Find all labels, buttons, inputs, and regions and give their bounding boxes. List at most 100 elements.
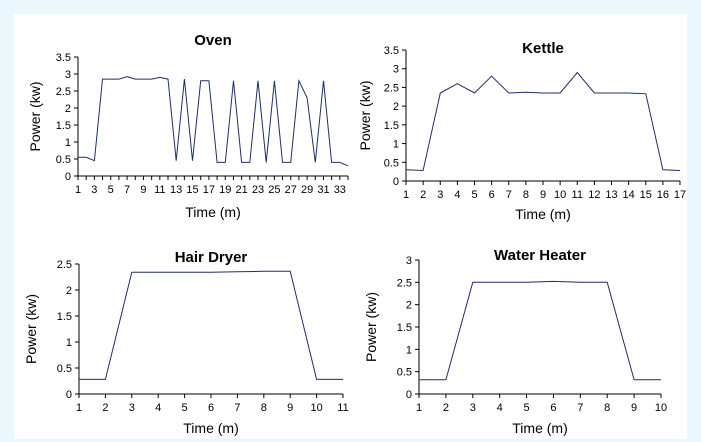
oven-x-tick-label: 1 bbox=[75, 184, 81, 196]
water-heater-series-line bbox=[419, 280, 661, 381]
kettle-chart: 00.511.522.533.51 2 3 4 5 6 7 8 9 10 11 12 13 14 15 16 1… bbox=[357, 40, 686, 222]
kettle-y-tick-label: 3.5 bbox=[384, 45, 399, 57]
hair-dryer-series-line bbox=[79, 270, 343, 380]
chart-canvas: 00.511.522.533.51 3 5 7 9 11 13 15 17 19 21 23 25 27 2… bbox=[23, 32, 686, 436]
hair-dryer-y-tick-label: 0 bbox=[66, 389, 72, 401]
hair-dryer-x-tick-label: 11 bbox=[337, 402, 348, 414]
hair-dryer-x-tick-label: 5 bbox=[182, 402, 188, 414]
kettle-y-axis-label: Power (kw) bbox=[357, 80, 373, 150]
oven-y-tick-label: 1 bbox=[65, 137, 71, 149]
kettle-x-tick-label: 7 bbox=[506, 189, 512, 201]
kettle-y-tick-label: 0.5 bbox=[384, 157, 399, 169]
kettle-y-tick-label: 3 bbox=[393, 64, 399, 76]
kettle-y-tick-label: 2 bbox=[393, 101, 399, 113]
kettle-x-tick-label: 2 bbox=[420, 189, 426, 201]
hair-dryer-x-tick-label: 9 bbox=[287, 402, 293, 414]
kettle-x-tick-label: 4 bbox=[454, 189, 460, 201]
hair-dryer-x-tick-label: 6 bbox=[208, 402, 214, 414]
water-heater-y-tick-label: 2.5 bbox=[397, 277, 412, 289]
kettle-x-tick-label: 8 bbox=[523, 189, 529, 201]
oven-x-tick-label: 17 bbox=[203, 184, 215, 196]
oven-y-tick-label: 0.5 bbox=[56, 154, 71, 166]
hair-dryer-y-tick-label: 2.5 bbox=[57, 259, 72, 271]
oven-x-tick-label: 33 bbox=[334, 184, 346, 196]
oven-x-tick-label: 11 bbox=[154, 184, 165, 196]
oven-y-tick-label: 3.5 bbox=[56, 52, 71, 64]
water-heater-y-tick-label: 3 bbox=[406, 255, 412, 267]
water-heater-y-axis-label: Power (kw) bbox=[363, 292, 379, 362]
water-heater-x-tick-label: 9 bbox=[631, 402, 637, 414]
oven-series-line bbox=[78, 76, 349, 167]
oven-x-tick-label: 15 bbox=[186, 184, 198, 196]
water-heater-x-tick-label: 4 bbox=[497, 402, 503, 414]
hair-dryer-x-tick-label: 7 bbox=[234, 402, 240, 414]
hair-dryer-title: Hair Dryer bbox=[175, 249, 248, 266]
kettle-x-tick-label: 10 bbox=[554, 189, 566, 201]
oven-x-tick-label: 27 bbox=[285, 184, 297, 196]
oven-x-tick-label: 13 bbox=[170, 184, 182, 196]
oven-y-tick-label: 2 bbox=[65, 103, 71, 115]
kettle-x-tick-label: 17 bbox=[674, 189, 686, 201]
figure: 0 0.5 1 1.5 2 2.5 3 3.5 1 3 5 7 9 11 13 15 17 19 21 23 25 27 2… bbox=[14, 14, 687, 439]
hair-dryer-chart: 0 0.5 1 1.5 2 2.5 1 2 3 4 5 6 7 8 9 10 11 Hair Dryer Time … bbox=[23, 249, 349, 436]
oven-x-tick-label: 19 bbox=[219, 184, 231, 196]
oven-x-tick-label: 29 bbox=[301, 184, 313, 196]
oven-x-tick-label: 5 bbox=[108, 184, 114, 196]
oven-x-tick-label: 21 bbox=[236, 184, 248, 196]
kettle-title: Kettle bbox=[522, 40, 564, 57]
water-heater-y-tick-label: 2 bbox=[406, 300, 412, 312]
kettle-x-tick-label: 11 bbox=[572, 189, 583, 201]
hair-dryer-x-tick-label: 10 bbox=[310, 402, 322, 414]
oven-title: Oven bbox=[194, 32, 232, 49]
water-heater-x-axis-label: Time (m) bbox=[512, 420, 567, 436]
oven-x-tick-label: 7 bbox=[124, 184, 130, 196]
oven-y-tick-label: 3 bbox=[65, 69, 71, 81]
water-heater-y-tick-label: 0 bbox=[406, 389, 412, 401]
kettle-y-tick-label: 0 bbox=[393, 176, 399, 188]
water-heater-x-tick-label: 2 bbox=[443, 402, 449, 414]
kettle-x-tick-label: 3 bbox=[437, 189, 443, 201]
kettle-x-tick-label: 1 bbox=[403, 189, 409, 201]
kettle-x-tick-label: 9 bbox=[540, 189, 546, 201]
hair-dryer-x-tick-label: 4 bbox=[155, 402, 161, 414]
oven-x-tick-label: 3 bbox=[91, 184, 97, 196]
oven-y-tick-label: 1.5 bbox=[56, 120, 71, 132]
water-heater-x-tick-label: 7 bbox=[577, 402, 583, 414]
oven-x-axis-label: Time (m) bbox=[185, 204, 240, 220]
kettle-x-tick-label: 14 bbox=[623, 189, 635, 201]
water-heater-chart: 0 0.5 1 1.5 2 2.5 3 1 2 3 4 5 6 7 8 9 10 Water Heater Time… bbox=[363, 247, 667, 436]
oven-y-axis-label: Power (kw) bbox=[27, 81, 43, 151]
hair-dryer-x-tick-label: 1 bbox=[76, 402, 82, 414]
kettle-x-tick-label: 5 bbox=[471, 189, 477, 201]
oven-x-tick-label: 31 bbox=[317, 184, 329, 196]
hair-dryer-x-tick-label: 8 bbox=[261, 402, 267, 414]
kettle-x-tick-label: 13 bbox=[605, 189, 617, 201]
hair-dryer-y-tick-label: 2 bbox=[66, 285, 72, 297]
kettle-x-axis-label: Time (m) bbox=[515, 206, 570, 222]
oven-y-tick-label: 2.5 bbox=[56, 86, 71, 98]
kettle-y-tick-label: 2.5 bbox=[384, 82, 399, 94]
hair-dryer-y-tick-label: 1.5 bbox=[57, 311, 72, 323]
kettle-y-tick-label: 1 bbox=[393, 139, 399, 151]
water-heater-x-tick-label: 1 bbox=[416, 402, 422, 414]
water-heater-y-tick-label: 1.5 bbox=[397, 322, 412, 334]
oven-x-tick-label: 25 bbox=[268, 184, 280, 196]
water-heater-x-tick-label: 3 bbox=[470, 402, 476, 414]
oven-chart: 00.511.522.533.51 3 5 7 9 11 13 15 17 19 21 23 25 27 2… bbox=[27, 32, 349, 220]
kettle-x-tick-label: 16 bbox=[657, 189, 669, 201]
hair-dryer-x-tick-label: 2 bbox=[102, 402, 108, 414]
water-heater-x-tick-label: 8 bbox=[604, 402, 610, 414]
kettle-x-tick-label: 6 bbox=[489, 189, 495, 201]
water-heater-title: Water Heater bbox=[494, 247, 586, 264]
hair-dryer-x-axis-label: Time (m) bbox=[183, 420, 238, 436]
oven-x-tick-label: 9 bbox=[140, 184, 146, 196]
oven-x-tick-label: 23 bbox=[252, 184, 264, 196]
water-heater-x-tick-label: 5 bbox=[523, 402, 529, 414]
water-heater-x-tick-label: 10 bbox=[655, 402, 667, 414]
hair-dryer-y-tick-label: 0.5 bbox=[57, 363, 72, 375]
hair-dryer-x-tick-label: 3 bbox=[129, 402, 135, 414]
hair-dryer-y-axis-label: Power (kw) bbox=[23, 294, 39, 364]
kettle-series-line bbox=[405, 71, 681, 172]
oven-y-tick-label: 0 bbox=[65, 171, 71, 183]
kettle-y-tick-label: 1.5 bbox=[384, 120, 399, 132]
